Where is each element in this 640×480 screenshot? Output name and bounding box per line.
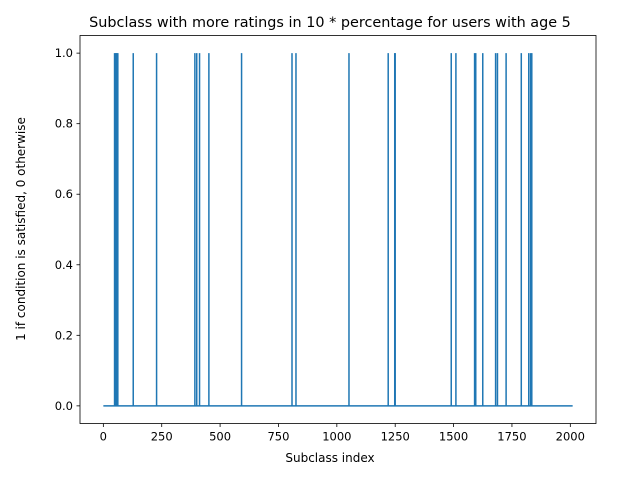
y-tick-label: 0.4 bbox=[55, 258, 73, 272]
x-tick-label: 250 bbox=[151, 430, 173, 444]
x-tick-label: 1250 bbox=[381, 430, 410, 444]
y-tick-label: 0.0 bbox=[55, 399, 73, 413]
chart-title: Subclass with more ratings in 10 * perce… bbox=[89, 15, 571, 31]
x-axis-label: Subclass index bbox=[285, 451, 374, 465]
x-tick-label: 500 bbox=[209, 430, 231, 444]
y-axis-ticks: 0.0 0.2 0.4 0.6 0.8 1.0 bbox=[55, 46, 80, 413]
x-tick-label: 2000 bbox=[556, 430, 585, 444]
x-tick-label: 0 bbox=[100, 430, 107, 444]
axes-frame bbox=[79, 35, 597, 424]
y-tick-label: 0.6 bbox=[55, 187, 73, 201]
y-axis-label: 1 if condition is satisfied, 0 otherwise bbox=[14, 117, 28, 341]
y-tick-label: 0.2 bbox=[55, 328, 73, 342]
x-tick-label: 750 bbox=[267, 430, 289, 444]
x-tick-label: 1750 bbox=[497, 430, 526, 444]
y-tick-label: 1.0 bbox=[55, 46, 73, 60]
plot-area bbox=[103, 53, 573, 407]
x-tick-label: 1000 bbox=[322, 430, 351, 444]
x-axis-ticks: 0 250 500 750 1000 1250 1500 1750 2000 bbox=[100, 423, 585, 444]
y-tick-label: 0.8 bbox=[55, 117, 73, 131]
x-tick-label: 1500 bbox=[439, 430, 468, 444]
